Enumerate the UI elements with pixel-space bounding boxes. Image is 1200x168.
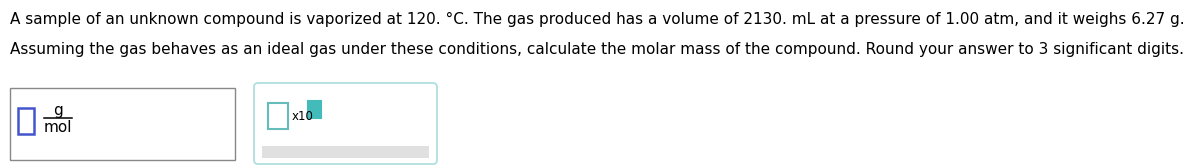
Bar <box>262 146 430 158</box>
Text: x10: x10 <box>292 110 314 122</box>
Bar <box>18 108 34 134</box>
Text: g: g <box>53 103 62 118</box>
Text: A sample of an unknown compound is vaporized at 120. °C. The gas produced has a : A sample of an unknown compound is vapor… <box>10 12 1184 27</box>
Bar <box>10 88 235 160</box>
Bar <box>308 101 322 118</box>
Text: Assuming the gas behaves as an ideal gas under these conditions, calculate the m: Assuming the gas behaves as an ideal gas… <box>10 42 1184 57</box>
Bar <box>268 103 288 129</box>
Text: mol: mol <box>43 120 72 135</box>
FancyBboxPatch shape <box>254 83 437 164</box>
